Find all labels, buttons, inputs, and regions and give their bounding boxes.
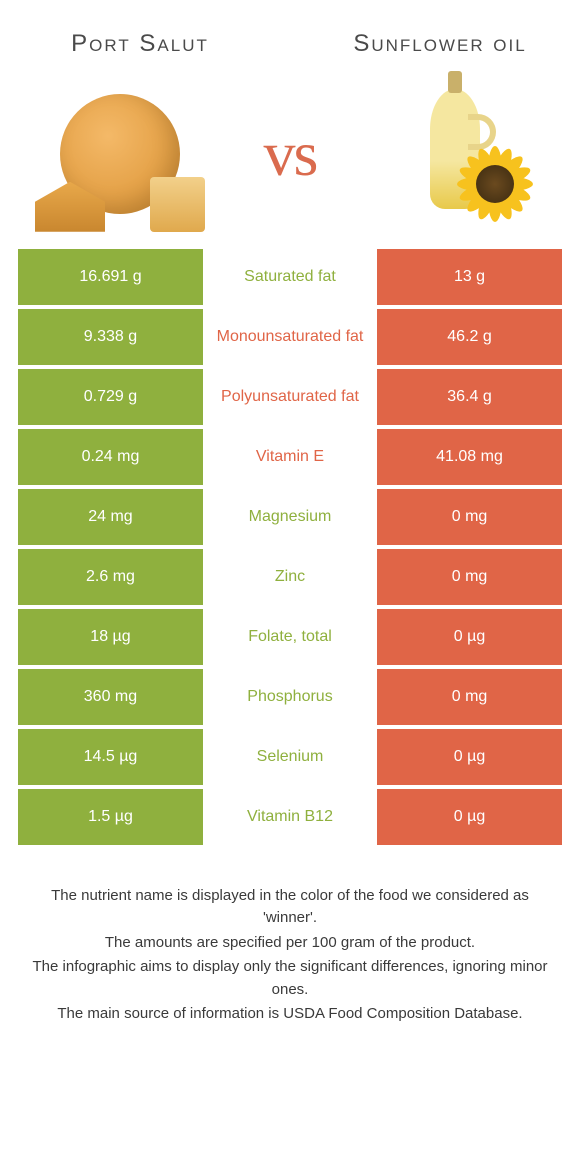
- right-food-image: [370, 79, 550, 229]
- nutrient-label: Folate, total: [203, 609, 377, 665]
- vs-label: vs: [264, 117, 317, 191]
- right-value: 46.2 g: [377, 309, 562, 365]
- left-value: 18 µg: [18, 609, 203, 665]
- left-value: 1.5 µg: [18, 789, 203, 845]
- nutrient-label: Zinc: [203, 549, 377, 605]
- right-value: 0 mg: [377, 549, 562, 605]
- footer-line: The nutrient name is displayed in the co…: [30, 885, 550, 930]
- nutrient-row: 24 mgMagnesium0 mg: [18, 489, 562, 545]
- footer-line: The amounts are specified per 100 gram o…: [30, 932, 550, 955]
- cheese-slice-icon: [150, 177, 205, 232]
- images-row: vs: [0, 69, 580, 249]
- nutrient-label: Vitamin E: [203, 429, 377, 485]
- header: Port Salut Sunflower oil: [0, 0, 580, 69]
- right-value: 0 mg: [377, 489, 562, 545]
- nutrient-row: 0.24 mgVitamin E41.08 mg: [18, 429, 562, 485]
- left-value: 0.729 g: [18, 369, 203, 425]
- right-value: 0 µg: [377, 609, 562, 665]
- left-value: 9.338 g: [18, 309, 203, 365]
- nutrient-row: 0.729 gPolyunsaturated fat36.4 g: [18, 369, 562, 425]
- footer-line: The main source of information is USDA F…: [30, 1003, 550, 1026]
- right-value: 0 µg: [377, 729, 562, 785]
- nutrient-table: 16.691 gSaturated fat13 g9.338 gMonounsa…: [18, 249, 562, 845]
- nutrient-label: Phosphorus: [203, 669, 377, 725]
- left-food-title: Port Salut: [40, 30, 240, 59]
- right-value: 41.08 mg: [377, 429, 562, 485]
- nutrient-row: 2.6 mgZinc0 mg: [18, 549, 562, 605]
- right-value: 0 µg: [377, 789, 562, 845]
- nutrient-row: 18 µgFolate, total0 µg: [18, 609, 562, 665]
- left-value: 16.691 g: [18, 249, 203, 305]
- nutrient-label: Selenium: [203, 729, 377, 785]
- left-value: 0.24 mg: [18, 429, 203, 485]
- nutrient-label: Vitamin B12: [203, 789, 377, 845]
- nutrient-label: Polyunsaturated fat: [203, 369, 377, 425]
- right-value: 36.4 g: [377, 369, 562, 425]
- nutrient-label: Magnesium: [203, 489, 377, 545]
- right-food-title: Sunflower oil: [340, 30, 540, 59]
- footer-line: The infographic aims to display only the…: [30, 956, 550, 1001]
- left-food-image: [30, 79, 210, 229]
- nutrient-label: Monounsaturated fat: [203, 309, 377, 365]
- nutrient-row: 9.338 gMonounsaturated fat46.2 g: [18, 309, 562, 365]
- right-value: 0 mg: [377, 669, 562, 725]
- footer-notes: The nutrient name is displayed in the co…: [0, 885, 580, 1026]
- left-value: 2.6 mg: [18, 549, 203, 605]
- left-value: 14.5 µg: [18, 729, 203, 785]
- nutrient-row: 1.5 µgVitamin B120 µg: [18, 789, 562, 845]
- nutrient-row: 14.5 µgSelenium0 µg: [18, 729, 562, 785]
- nutrient-row: 360 mgPhosphorus0 mg: [18, 669, 562, 725]
- sunflower-icon: [450, 139, 540, 229]
- nutrient-row: 16.691 gSaturated fat13 g: [18, 249, 562, 305]
- left-value: 360 mg: [18, 669, 203, 725]
- left-value: 24 mg: [18, 489, 203, 545]
- nutrient-label: Saturated fat: [203, 249, 377, 305]
- right-value: 13 g: [377, 249, 562, 305]
